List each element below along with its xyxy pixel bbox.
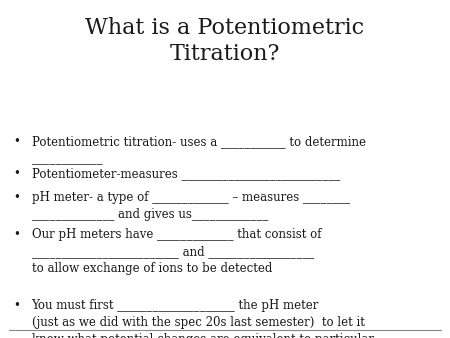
Text: •: •	[14, 135, 20, 148]
Text: •: •	[14, 167, 20, 180]
Text: Potentiometer-measures ___________________________: Potentiometer-measures _________________…	[32, 167, 340, 180]
Text: Potentiometric titration- uses a ___________ to determine
____________: Potentiometric titration- uses a _______…	[32, 135, 365, 165]
Text: Our pH meters have _____________ that consist of
_________________________ and _: Our pH meters have _____________ that co…	[32, 228, 321, 275]
Text: •: •	[14, 191, 20, 204]
Text: What is a Potentiometric
Titration?: What is a Potentiometric Titration?	[86, 17, 365, 65]
Text: •: •	[14, 228, 20, 241]
Text: You must first ____________________ the pH meter
(just as we did with the spec 2: You must first ____________________ the …	[32, 299, 374, 338]
Text: pH meter- a type of _____________ – measures ________
______________ and gives u: pH meter- a type of _____________ – meas…	[32, 191, 350, 221]
Text: •: •	[14, 299, 20, 312]
